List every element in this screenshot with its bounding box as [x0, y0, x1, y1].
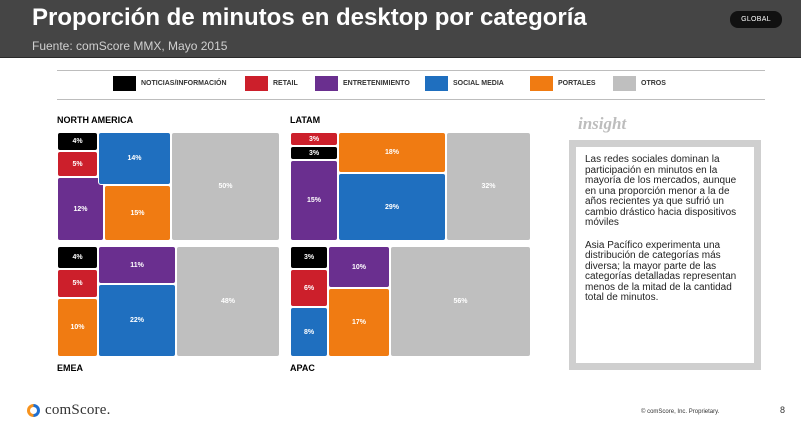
region-label-north-america: NORTH AMERICA — [57, 115, 134, 125]
tile-emea-entretenimiento: 11% — [98, 246, 176, 284]
tile-value-emea-social: 22% — [129, 317, 144, 324]
insight-title: insight — [578, 114, 627, 133]
tile-north-america-entretenimiento: 12% — [57, 177, 104, 241]
legend-swatch-entretenimiento — [315, 75, 338, 91]
tile-value-apac-retail: 6% — [303, 284, 315, 292]
tile-value-emea-entretenimiento: 11% — [130, 261, 144, 269]
insight-content: Las redes sociales dominan la participac… — [576, 147, 754, 363]
legend-swatch-portales — [530, 75, 553, 91]
tile-north-america-noticias: 4% — [57, 132, 98, 151]
tile-apac-retail: 6% — [290, 269, 328, 307]
tile-value-apac-entretenimiento: 10% — [351, 263, 366, 271]
insight-paragraph-1: Las redes sociales dominan la participac… — [585, 154, 737, 228]
tile-value-emea-portales: 10% — [70, 324, 85, 331]
tile-emea-noticias: 4% — [57, 246, 98, 269]
tile-apac-otros: 56% — [390, 246, 531, 357]
legend-swatch-noticias — [113, 75, 136, 91]
tile-value-north-america-social: 14% — [127, 155, 142, 162]
tile-value-latam-portales: 18% — [384, 149, 399, 156]
tile-value-north-america-retail: 5% — [72, 160, 83, 168]
legend-label-social: SOCIAL MEDIA — [453, 79, 504, 87]
tile-value-apac-social: 8% — [303, 328, 315, 336]
tile-latam-retail: 3% — [290, 132, 338, 146]
tile-latam-social: 29% — [338, 173, 446, 241]
region-label-latam: LATAM — [290, 115, 321, 125]
header-bar: Proporción de minutos en desktop por cat… — [0, 0, 801, 58]
tile-north-america-portales: 15% — [104, 185, 171, 241]
legend-label-entretenimiento: ENTRETENIMIENTO — [343, 79, 410, 87]
region-label-emea: EMEA — [57, 363, 84, 373]
insight-box: Las redes sociales dominan la participac… — [569, 140, 761, 370]
tile-value-latam-otros: 32% — [481, 183, 496, 190]
copyright-text: © comScore, Inc. Proprietary. — [641, 409, 720, 415]
tile-value-latam-social: 29% — [384, 203, 399, 211]
insight-paragraph-2: Asia Pacífico experimenta una distribuci… — [585, 239, 737, 303]
tile-latam-portales: 18% — [338, 132, 446, 173]
tile-value-emea-otros: 48% — [220, 298, 235, 305]
tile-emea-portales: 10% — [57, 298, 98, 357]
legend-item-retail: RETAIL — [245, 75, 298, 91]
tile-north-america-retail: 5% — [57, 151, 98, 177]
source-subtitle: Fuente: comScore MMX, Mayo 2015 — [32, 39, 228, 53]
page-title: Proporción de minutos en desktop por cat… — [32, 4, 587, 31]
tile-value-north-america-entretenimiento: 12% — [73, 205, 88, 213]
tile-value-north-america-noticias: 4% — [72, 138, 83, 145]
tile-value-north-america-portales: 15% — [130, 209, 145, 217]
legend-item-social: SOCIAL MEDIA — [425, 75, 504, 91]
tile-value-apac-otros: 56% — [453, 298, 468, 305]
legend-label-otros: OTROS — [641, 79, 666, 87]
legend-swatch-social — [425, 75, 448, 91]
region-label-apac: APAC — [290, 363, 315, 373]
tile-apac-noticias: 3% — [290, 246, 328, 269]
tile-value-apac-noticias: 3% — [303, 254, 315, 261]
tile-latam-otros: 32% — [446, 132, 531, 241]
legend-label-noticias: NOTICIAS/INFORMACIÓN — [141, 79, 227, 87]
tile-apac-social: 8% — [290, 307, 328, 357]
legend-bottom-rule — [57, 99, 765, 100]
tile-value-latam-retail: 3% — [308, 135, 320, 143]
page-number: 8 — [780, 405, 786, 415]
legend-item-portales: PORTALES — [530, 75, 596, 91]
tile-value-north-america-otros: 50% — [218, 183, 233, 190]
legend-swatch-retail — [245, 75, 268, 91]
tile-apac-entretenimiento: 10% — [328, 246, 390, 288]
legend-label-portales: PORTALES — [558, 79, 596, 87]
tile-latam-entretenimiento: 15% — [290, 160, 338, 241]
comscore-logo: comScore. — [27, 402, 111, 419]
tile-north-america-otros: 50% — [171, 132, 280, 241]
comscore-logo-icon — [27, 404, 40, 417]
tile-emea-otros: 48% — [176, 246, 280, 357]
legend-swatch-otros — [613, 75, 636, 91]
tile-latam-noticias: 3% — [290, 146, 338, 160]
tile-north-america-social: 14% — [98, 132, 171, 185]
tile-value-apac-portales: 17% — [351, 319, 366, 326]
comscore-logo-text: comScore. — [45, 402, 111, 418]
legend-item-entretenimiento: ENTRETENIMIENTO — [315, 75, 410, 91]
tile-value-latam-entretenimiento: 15% — [306, 197, 321, 204]
tile-emea-retail: 5% — [57, 269, 98, 298]
legend-item-noticias: NOTICIAS/INFORMACIÓN — [113, 75, 227, 91]
legend-item-otros: OTROS — [613, 75, 666, 91]
global-badge: GLOBAL — [730, 11, 782, 28]
tile-value-emea-retail: 5% — [72, 280, 83, 287]
tile-apac-portales: 17% — [328, 288, 390, 357]
tile-emea-social: 22% — [98, 284, 176, 357]
legend-label-retail: RETAIL — [273, 79, 298, 87]
tile-value-emea-noticias: 4% — [72, 254, 83, 261]
tile-value-latam-noticias: 3% — [308, 149, 320, 157]
legend-top-rule — [57, 70, 765, 71]
